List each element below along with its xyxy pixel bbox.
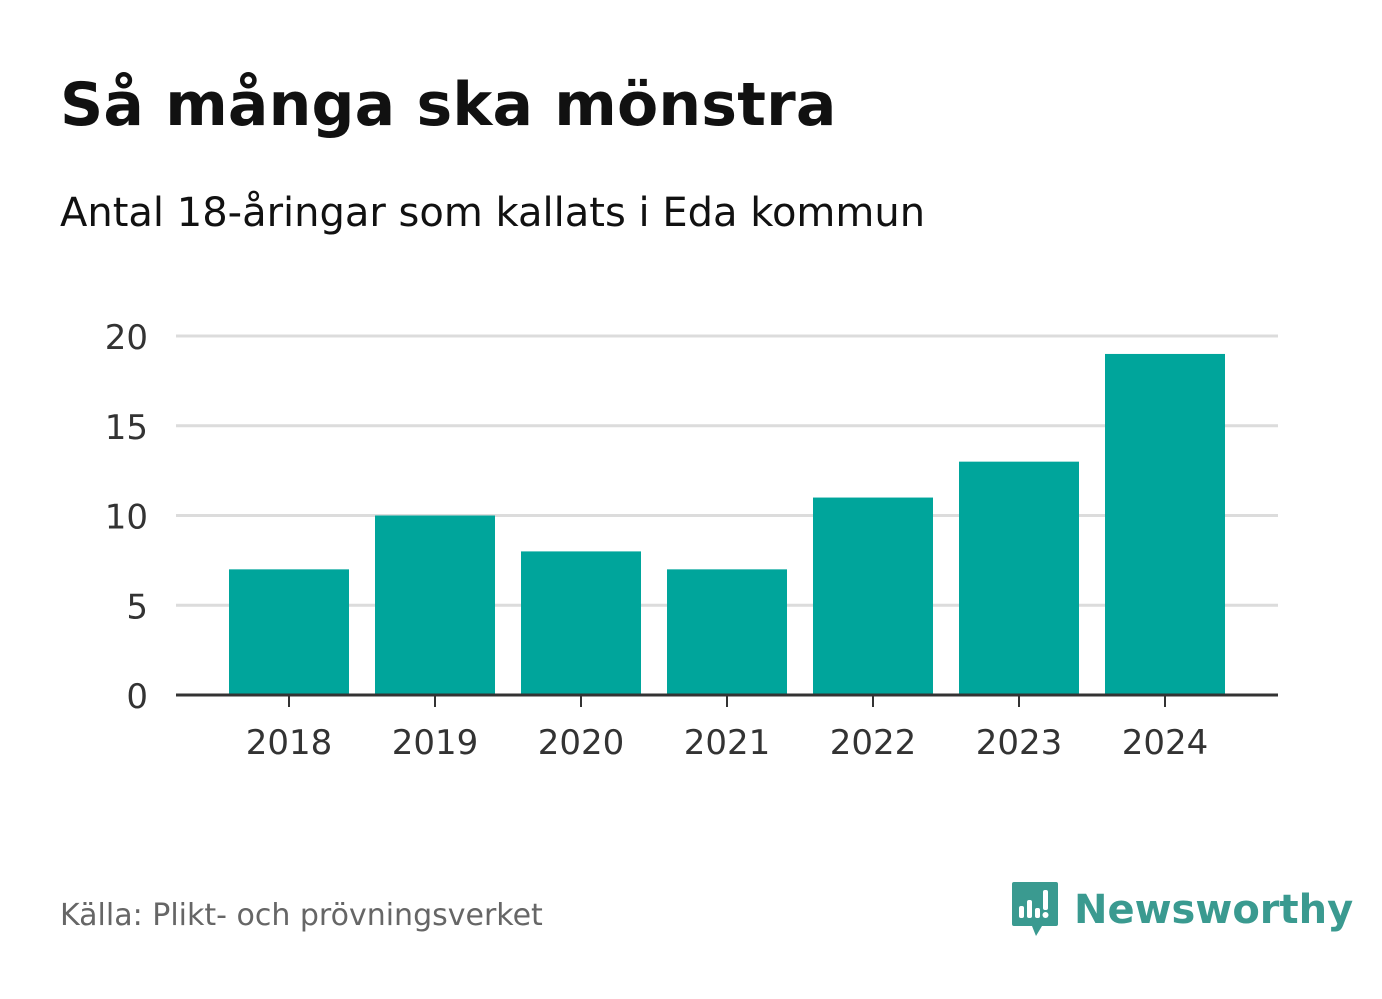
y-tick-label: 15 bbox=[105, 408, 148, 448]
bar-2023 bbox=[959, 461, 1079, 695]
x-tick-label: 2018 bbox=[246, 723, 333, 763]
x-tick-label: 2019 bbox=[392, 723, 479, 763]
bar-2019 bbox=[375, 515, 495, 695]
chart-subtitle: Antal 18-åringar som kallats i Eda kommu… bbox=[60, 190, 926, 236]
y-tick-label: 10 bbox=[105, 498, 148, 538]
x-tick-label: 2024 bbox=[1122, 723, 1209, 763]
newsworthy-logo-icon bbox=[1012, 882, 1058, 936]
bar-2024 bbox=[1105, 353, 1225, 695]
bar-chart: 0 5 10 15 20 2018 2019 2020 2021 2022 2023 2024 bbox=[105, 318, 1278, 763]
bar-2021 bbox=[667, 569, 787, 695]
y-tick-label: 0 bbox=[126, 677, 148, 717]
y-tick-label: 5 bbox=[126, 587, 148, 627]
x-tick-label: 2020 bbox=[538, 723, 625, 763]
bar-2022 bbox=[813, 497, 933, 695]
bar-2020 bbox=[521, 551, 641, 695]
chart-title: Så många ska mönstra bbox=[60, 70, 837, 140]
source-note: Källa: Plikt- och prövningsverket bbox=[60, 898, 543, 933]
y-tick-label: 20 bbox=[105, 318, 148, 358]
x-tick-label: 2022 bbox=[830, 723, 917, 763]
brand-name: Newsworthy bbox=[1074, 887, 1354, 933]
bar-2018 bbox=[229, 569, 349, 695]
brand: Newsworthy bbox=[1010, 880, 1353, 940]
x-tick-label: 2021 bbox=[684, 723, 771, 763]
x-tick-label: 2023 bbox=[976, 723, 1063, 763]
